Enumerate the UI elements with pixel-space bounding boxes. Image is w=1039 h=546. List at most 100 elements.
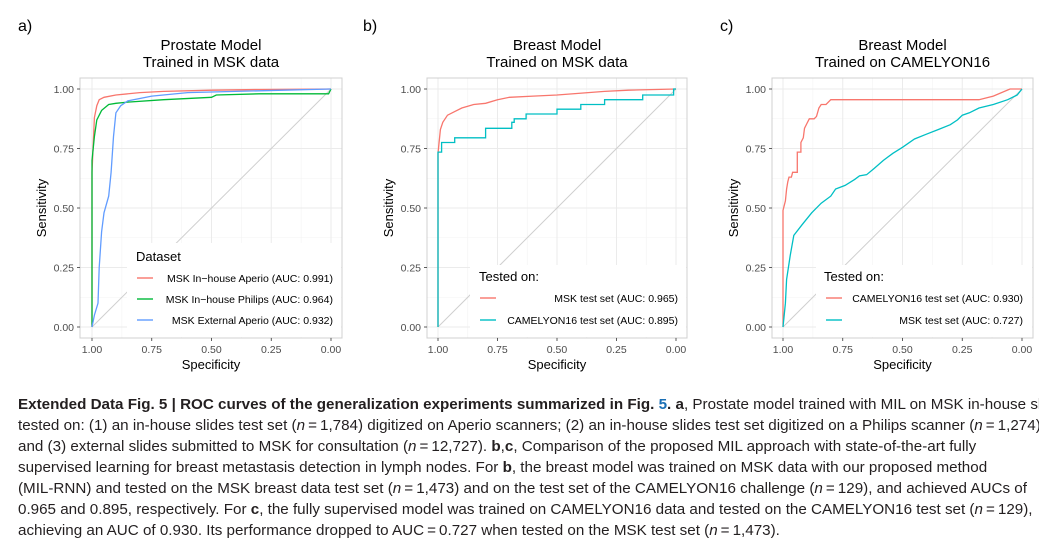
y-axis-title: Sensitivity [34, 178, 49, 237]
caption-segment: 5 [658, 396, 668, 413]
caption-segment: = 12,727). [416, 438, 492, 455]
x-tick-label: 1.00 [773, 344, 794, 356]
y-tick-label: 0.50 [54, 203, 75, 215]
y-tick-label: 0.25 [746, 263, 767, 275]
caption-segment: = 129), and achieved AUCs of [822, 480, 1027, 497]
chart-title-line: Trained on CAMELYON16 [815, 54, 990, 71]
caption-segment: , [500, 438, 505, 455]
legend-label: MSK test set (AUC: 0.727) [899, 315, 1023, 327]
caption-segment: n [974, 417, 983, 434]
legend-title: Dataset [136, 249, 181, 264]
roc-curve-series-1 [437, 88, 676, 327]
y-tick-label: 1.00 [54, 84, 75, 96]
caption-line: and (3) external slides submitted to MSK… [18, 436, 1039, 457]
legend-box [127, 243, 341, 337]
roc-curve-series-2 [91, 88, 332, 328]
x-tick-label: 0.75 [142, 344, 163, 356]
x-tick-label: 0.50 [547, 344, 568, 356]
legend-label: MSK External Aperio (AUC: 0.932) [172, 315, 333, 327]
caption-segment: , the fully supervised model was trained… [259, 501, 975, 518]
caption-segment: supervised learning for breast metastasi… [18, 459, 503, 476]
legend-title: Tested on: [824, 269, 884, 284]
x-tick-label: 1.00 [428, 344, 449, 356]
caption-line: 0.965 and 0.895, respectively. For c, th… [18, 499, 1039, 520]
figure-caption: Extended Data Fig. 5 | ROC curves of the… [18, 394, 1039, 541]
y-tick-label: 0.00 [746, 322, 767, 334]
y-tick-label: 0.25 [401, 263, 422, 275]
caption-segment: = 1,473) and on the test set of the CAME… [401, 480, 815, 497]
caption-segment: = 1,274); [982, 417, 1039, 434]
legend-label: CAMELYON16 test set (AUC: 0.895) [507, 315, 678, 327]
y-tick-label: 0.75 [746, 144, 767, 156]
caption-segment: = 1,473). [717, 522, 780, 539]
x-tick-label: 1.00 [82, 344, 103, 356]
y-tick-label: 0.75 [401, 144, 422, 156]
legend-label: MSK In−house Aperio (AUC: 0.991) [167, 273, 333, 285]
caption-segment: , Prostate model trained with MIL on MSK… [683, 396, 1039, 413]
panel-label: a) [18, 18, 32, 35]
legend-label: CAMELYON16 test set (AUC: 0.930) [852, 293, 1023, 305]
y-tick-label: 1.00 [401, 84, 422, 96]
x-axis-title: Specificity [873, 357, 932, 372]
x-tick-label: 0.75 [487, 344, 508, 356]
caption-line: Extended Data Fig. 5 | ROC curves of the… [18, 394, 1039, 415]
x-tick-label: 0.50 [201, 344, 222, 356]
y-tick-label: 1.00 [746, 84, 767, 96]
y-tick-label: 0.50 [746, 203, 767, 215]
caption-segment: = 1,784) digitized on Aperio scanners; (… [305, 417, 975, 434]
x-axis-title: Specificity [182, 357, 241, 372]
chart-title-line: Trained on MSK data [486, 54, 628, 71]
y-tick-label: 0.50 [401, 203, 422, 215]
caption-segment: b [502, 459, 512, 476]
caption-segment: . a [667, 396, 684, 413]
legend-title: Tested on: [479, 269, 539, 284]
caption-segment: n [408, 438, 417, 455]
x-axis-title: Specificity [528, 357, 587, 372]
caption-segment: (MIL-RNN) and tested on the MSK breast d… [18, 480, 393, 497]
x-tick-label: 0.25 [952, 344, 973, 356]
chart-title-line: Trained in MSK data [143, 54, 280, 71]
caption-segment: , Comparison of the proposed MIL approac… [513, 438, 977, 455]
caption-line: (MIL-RNN) and tested on the MSK breast d… [18, 478, 1039, 499]
caption-segment: Extended Data Fig. 5 | ROC curves of the… [18, 396, 659, 413]
caption-segment: = 129), [982, 501, 1033, 518]
x-tick-label: 0.75 [833, 344, 854, 356]
chart-title-line: Prostate Model [161, 37, 262, 54]
caption-segment: n [709, 522, 718, 539]
panel-label: c) [720, 18, 733, 35]
legend-box [816, 265, 1032, 337]
x-tick-label: 0.00 [666, 344, 687, 356]
legend-label: MSK test set (AUC: 0.965) [554, 293, 678, 305]
y-tick-label: 0.00 [401, 322, 422, 334]
caption-segment: tested on: (1) an in-house slides test s… [18, 417, 297, 434]
y-tick-label: 0.25 [54, 263, 75, 275]
caption-segment: n [814, 480, 823, 497]
caption-line: achieving an AUC of 0.930. Its performan… [18, 520, 1039, 541]
caption-line: supervised learning for breast metastasi… [18, 457, 1039, 478]
caption-segment: n [974, 501, 983, 518]
caption-line: tested on: (1) an in-house slides test s… [18, 415, 1039, 436]
roc-curve-series-0 [782, 88, 1022, 327]
caption-segment: c [504, 438, 514, 455]
y-tick-label: 0.00 [54, 322, 75, 334]
legend-box [470, 265, 686, 337]
y-tick-label: 0.75 [54, 144, 75, 156]
y-axis-title: Sensitivity [381, 178, 396, 237]
roc-curve-series-1 [91, 88, 332, 327]
chart-title-line: Breast Model [858, 37, 946, 54]
caption-segment: n [296, 417, 306, 434]
x-tick-label: 0.00 [1012, 344, 1033, 356]
x-tick-label: 0.00 [321, 344, 342, 356]
y-axis-title: Sensitivity [726, 178, 741, 237]
roc-curve-series-0 [91, 88, 332, 327]
caption-segment: and (3) external slides submitted to MSK… [18, 438, 408, 455]
caption-segment: b [491, 438, 501, 455]
x-tick-label: 0.50 [892, 344, 913, 356]
caption-segment: c [250, 501, 260, 518]
roc-curve-series-0 [437, 88, 677, 327]
caption-segment: , the breast model was trained on MSK da… [511, 459, 988, 476]
